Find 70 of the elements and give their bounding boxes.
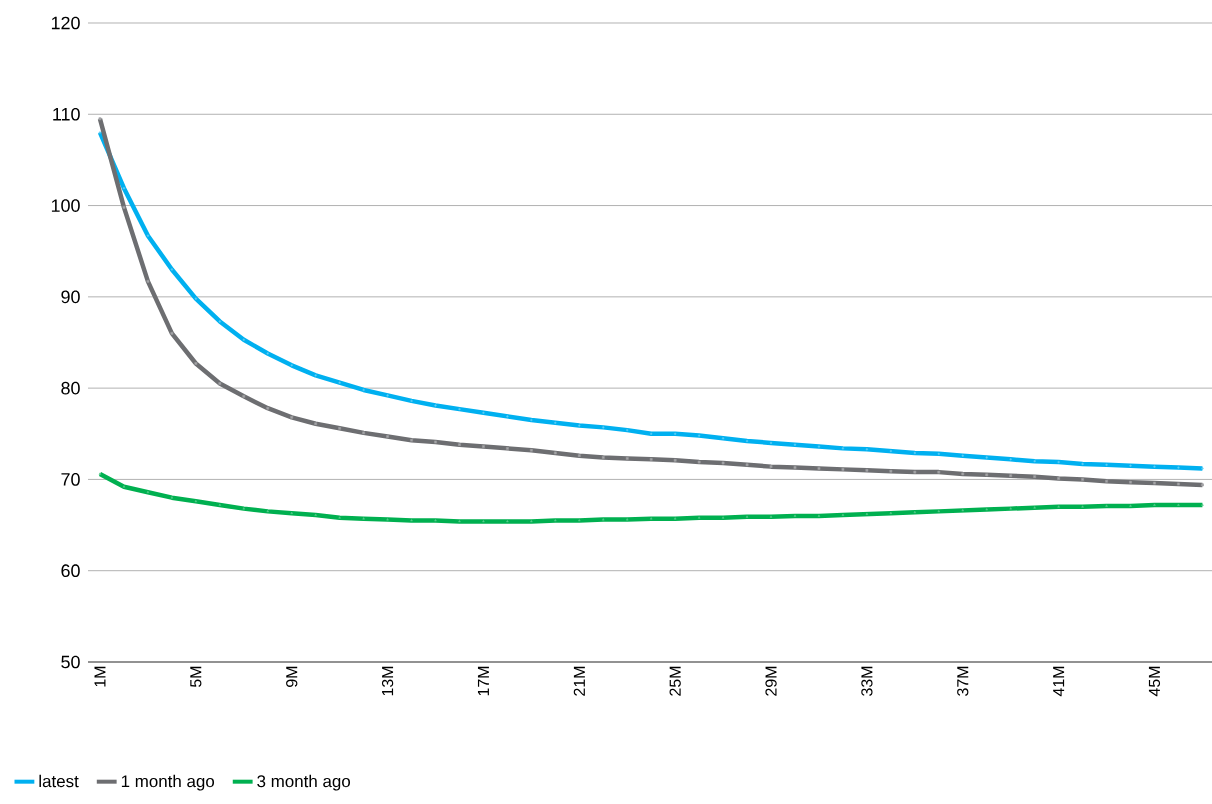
point xyxy=(386,435,389,438)
y-tick-label: 70 xyxy=(61,473,80,486)
point xyxy=(170,331,174,335)
y-tick-label: 90 xyxy=(61,290,80,304)
point xyxy=(218,382,222,385)
point xyxy=(290,415,294,419)
point xyxy=(769,465,773,469)
point xyxy=(458,443,461,447)
point xyxy=(1105,479,1108,483)
point xyxy=(961,472,965,476)
y-tick-label: 110 xyxy=(53,107,80,121)
point xyxy=(817,467,821,470)
x-tick-label: 1M xyxy=(94,666,106,687)
point xyxy=(937,470,941,474)
point xyxy=(529,448,533,452)
y-tick-label: 60 xyxy=(61,564,80,578)
point xyxy=(146,279,150,283)
point xyxy=(1153,481,1156,485)
point xyxy=(122,205,126,209)
point xyxy=(865,468,869,472)
point xyxy=(314,422,318,426)
point xyxy=(1081,478,1084,481)
point xyxy=(1201,483,1204,487)
x-tick-label: 9M xyxy=(286,666,298,687)
point xyxy=(362,431,366,435)
x-tick-label: 5M xyxy=(190,666,202,688)
x-tick-label: 17M xyxy=(477,666,489,696)
point xyxy=(266,406,270,410)
point xyxy=(841,467,845,471)
x-tick-label: 13M xyxy=(381,666,394,696)
x-tick-label: 41M xyxy=(1053,666,1065,697)
x-tick-label: 25M xyxy=(669,666,681,696)
x-tick-label: 21M xyxy=(573,666,585,696)
point xyxy=(673,458,677,462)
x-tick-label: 45M xyxy=(1148,666,1161,697)
point xyxy=(577,454,581,458)
point xyxy=(649,457,653,461)
legend-label: 1 month ago xyxy=(121,774,215,791)
point xyxy=(410,438,413,442)
point xyxy=(482,445,485,448)
point xyxy=(721,461,725,465)
point xyxy=(793,466,797,469)
point xyxy=(1057,477,1061,480)
legend-label: latest xyxy=(39,774,79,788)
point xyxy=(1177,482,1180,486)
point xyxy=(506,446,509,450)
point xyxy=(601,456,605,459)
point xyxy=(985,473,989,477)
point xyxy=(1009,474,1013,478)
point xyxy=(889,469,893,473)
y-tick-label: 50 xyxy=(61,655,80,669)
point xyxy=(1129,480,1132,484)
x-tick-label: 29M xyxy=(765,666,777,696)
point xyxy=(625,457,629,460)
legend-label: 3 month ago xyxy=(257,774,351,791)
point xyxy=(434,440,437,444)
y-tick-label: 120 xyxy=(51,16,80,30)
point xyxy=(553,451,557,455)
point xyxy=(194,362,198,365)
point xyxy=(745,463,749,467)
point xyxy=(338,426,342,430)
point xyxy=(913,470,917,474)
y-tick-label: 100 xyxy=(51,199,80,212)
point xyxy=(697,460,701,464)
x-tick-label: 37M xyxy=(957,666,969,696)
point xyxy=(98,117,102,121)
point xyxy=(1033,475,1037,479)
x-tick-label: 33M xyxy=(861,666,873,696)
y-tick-label: 80 xyxy=(61,381,80,395)
point xyxy=(242,394,246,398)
